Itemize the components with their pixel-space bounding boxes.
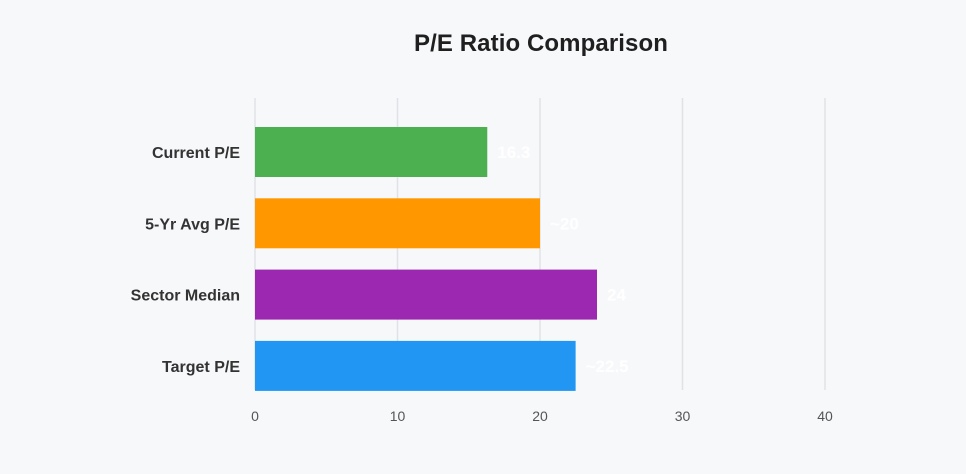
x-tick-label: 10 bbox=[390, 408, 406, 424]
category-label: 5-Yr Avg P/E bbox=[145, 216, 240, 233]
category-label: Target P/E bbox=[162, 359, 240, 376]
bar bbox=[255, 127, 488, 177]
bar bbox=[255, 269, 597, 320]
data-label: ~20 bbox=[550, 214, 579, 233]
x-tick-label: 0 bbox=[251, 408, 259, 424]
chart-title: P/E Ratio Comparison bbox=[413, 30, 669, 57]
x-tick-label: 40 bbox=[817, 408, 833, 424]
category-label: Current P/E bbox=[152, 145, 240, 162]
data-label: 16.3 bbox=[497, 143, 530, 162]
bar bbox=[255, 198, 540, 249]
data-label: 24 bbox=[607, 286, 626, 305]
data-label: ~22.5 bbox=[586, 357, 629, 376]
bar bbox=[255, 340, 576, 391]
x-tick-label: 20 bbox=[532, 408, 548, 424]
category-label: Sector Median bbox=[131, 288, 240, 305]
x-tick-label: 30 bbox=[675, 408, 691, 424]
